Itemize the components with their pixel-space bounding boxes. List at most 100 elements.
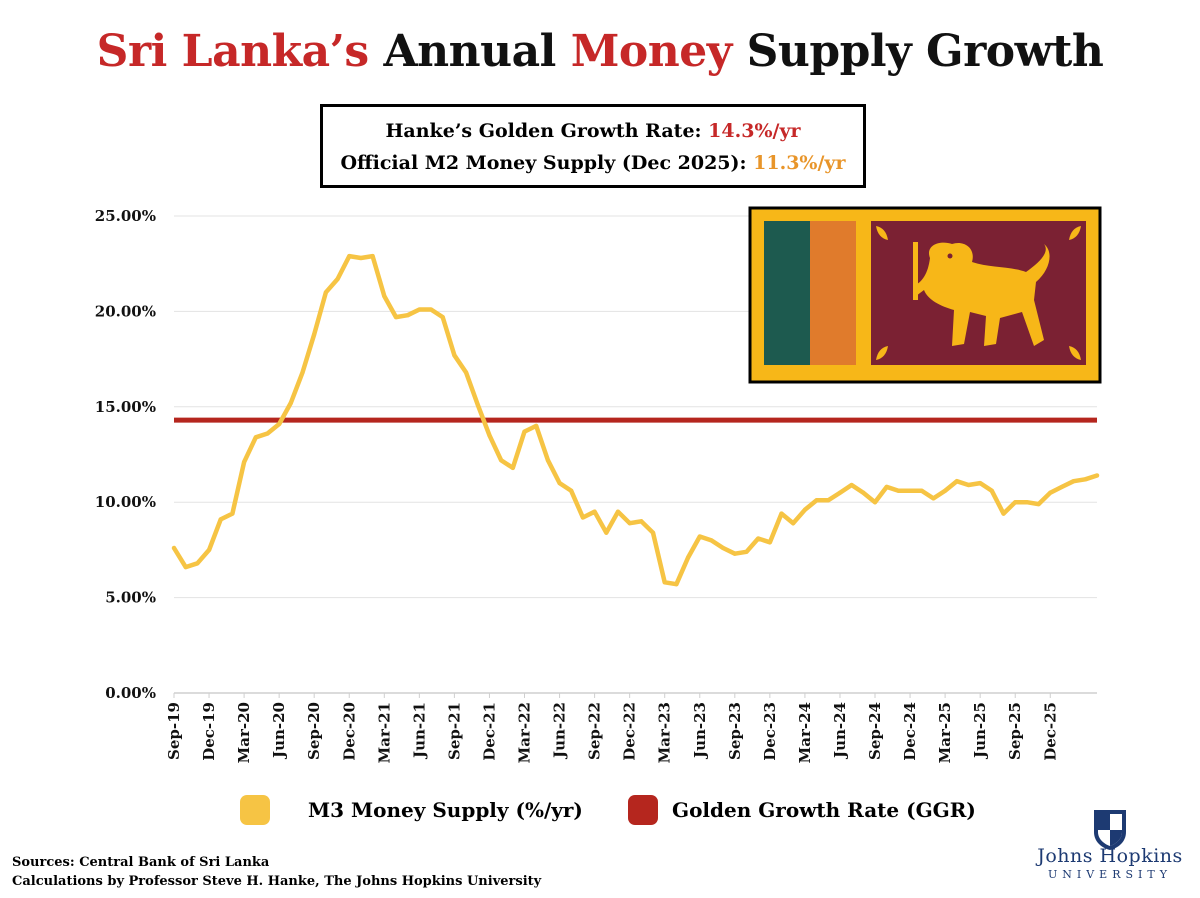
m3-data-point (382, 294, 387, 299)
m3-data-point (323, 290, 328, 295)
m3-data-point (172, 545, 176, 550)
x-tick-label: Jun-25 (971, 702, 989, 760)
m3-data-point (1083, 477, 1088, 482)
m3-data-point (615, 509, 620, 514)
y-tick-label: 5.00% (105, 589, 156, 607)
m3-data-point (978, 481, 983, 486)
jhu-logo-subtitle: UNIVERSITY (1048, 868, 1172, 881)
m3-data-point (814, 498, 819, 503)
m3-data-point (510, 465, 515, 470)
m3-data-point (545, 458, 550, 463)
m3-data-point (966, 483, 971, 488)
m3-data-point (440, 315, 445, 320)
m3-data-point (884, 484, 889, 489)
x-tick-label: Jun-21 (410, 702, 428, 760)
flag-leaf-top-right (1069, 226, 1081, 240)
y-tick-label: 15.00% (95, 398, 156, 416)
m3-data-point (779, 511, 784, 516)
info-line-golden-rate: Hanke’s Golden Growth Rate: 14.3%/yr (323, 118, 863, 144)
m3-data-point (989, 488, 994, 493)
m3-data-point (405, 313, 410, 318)
info-box: Hanke’s Golden Growth Rate: 14.3%/yr Off… (320, 104, 866, 188)
m3-data-point (195, 561, 200, 566)
m3-data-point (837, 490, 842, 495)
legend-ggr-label: Golden Growth Rate (GGR) (672, 798, 976, 822)
m3-data-point (791, 521, 796, 526)
m3-data-point (1001, 511, 1006, 516)
flag-leaf-bottom-right (1069, 346, 1081, 360)
info-line-m2: Official M2 Money Supply (Dec 2025): 11.… (323, 150, 863, 176)
title-part-supply-growth: Supply Growth (746, 26, 1104, 77)
x-tick-label: Sep-24 (866, 702, 884, 760)
m3-data-point (592, 509, 597, 514)
x-tick-label: Mar-22 (516, 702, 534, 763)
m3-data-point (744, 549, 749, 554)
m3-data-point (732, 551, 737, 556)
m3-data-point (1013, 500, 1018, 505)
x-tick-label: Mar-23 (656, 702, 674, 763)
chart-title: Sri Lanka’s Annual Money Supply Growth (0, 26, 1200, 77)
m3-data-point (639, 519, 644, 524)
title-part-sri-lanka: Sri Lanka’s (96, 26, 370, 77)
m3-data-point (417, 307, 422, 312)
x-tick-label: Sep-20 (305, 702, 323, 760)
flag-leaf-bottom-left (876, 346, 888, 360)
y-tick-label: 10.00% (95, 493, 156, 511)
sources-note: Sources: Central Bank of Sri Lanka Calcu… (12, 853, 541, 891)
x-tick-label: Dec-24 (901, 702, 919, 761)
x-tick-label: Dec-23 (761, 702, 779, 761)
x-tick-label: Sep-23 (726, 702, 744, 760)
m3-series-line (171, 253, 1100, 587)
m3-data-point (651, 530, 656, 535)
m3-data-point (1036, 502, 1041, 507)
m3-data-point (557, 481, 562, 486)
m3-data-point (522, 429, 527, 434)
m3-data-point (686, 555, 691, 560)
x-tick-label: Mar-25 (936, 702, 954, 763)
jhu-shield-icon (1094, 810, 1126, 850)
m3-data-point (534, 423, 539, 428)
m3-data-point (604, 530, 609, 535)
x-tick-label: Mar-21 (375, 702, 393, 763)
m3-data-point (802, 507, 807, 512)
m3-data-point (277, 421, 282, 426)
m3-data-point (1048, 490, 1053, 495)
m3-data-point (1024, 500, 1029, 505)
x-tick-label: Sep-22 (586, 702, 604, 760)
m3-data-point (908, 488, 913, 493)
m3-data-point (943, 488, 948, 493)
m2-value: 11.3%/yr (753, 152, 846, 174)
m3-data-point (452, 353, 457, 358)
x-tick-label: Dec-21 (480, 702, 498, 761)
m3-data-point (207, 547, 212, 552)
x-tick-label: Dec-19 (200, 702, 218, 761)
m3-data-point (709, 538, 714, 543)
m3-data-point (288, 400, 293, 405)
m3-data-point (849, 483, 854, 488)
m3-data-point (721, 545, 726, 550)
golden-rate-label: Hanke’s Golden Growth Rate: (385, 120, 702, 142)
sources-line-2: Calculations by Professor Steve H. Hanke… (12, 874, 542, 889)
legend-m3: M3 Money Supply (%/yr) (240, 794, 583, 826)
m3-data-point (931, 496, 936, 501)
m3-data-point (347, 254, 352, 259)
legend-ggr-swatch (628, 795, 658, 825)
m3-data-point (1095, 473, 1099, 478)
m3-data-point (335, 276, 340, 281)
jhu-logo-name: Johns Hopkins (1037, 845, 1183, 867)
m3-data-point (697, 534, 702, 539)
m3-data-point (475, 402, 480, 407)
m3-data-point (954, 479, 959, 484)
y-tick-label: 25.00% (95, 207, 156, 225)
legend-m3-swatch (240, 795, 270, 825)
m3-data-point (230, 511, 235, 516)
x-tick-label: Sep-21 (445, 702, 463, 760)
m3-data-point (393, 315, 398, 320)
m3-data-point (265, 431, 270, 436)
m3-data-point (183, 565, 188, 570)
x-tick-label: Mar-20 (235, 702, 253, 763)
legend-ggr: Golden Growth Rate (GGR) (628, 794, 976, 826)
m3-data-point (1059, 484, 1064, 489)
m3-data-point (242, 460, 247, 465)
